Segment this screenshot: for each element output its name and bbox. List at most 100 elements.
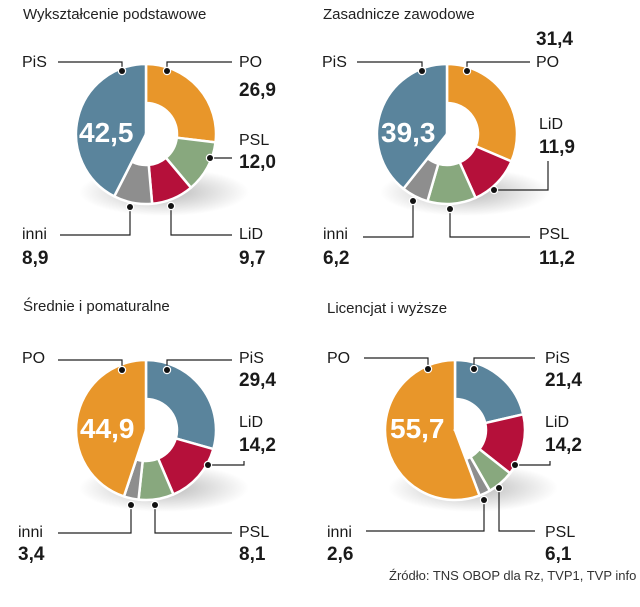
- chart-4-dot-inni: [481, 497, 487, 503]
- chart-2-leader-inni: [363, 201, 414, 238]
- chart-3-leader-po: [58, 359, 123, 370]
- chart-4-label-inni: inni: [327, 524, 352, 541]
- chart-1-dot-ring-po: [162, 66, 172, 76]
- chart-4-dot-ring-po: [423, 364, 433, 374]
- chart-1-label-psl: PSL: [239, 132, 270, 149]
- chart-2-dot-ring-pis: [417, 66, 427, 76]
- chart-3-dot-pis: [164, 367, 170, 373]
- chart-4-value-inni: 2,6: [327, 544, 354, 565]
- chart-3-label-inni: inni: [18, 524, 43, 541]
- chart-4-dot-lid: [512, 462, 518, 468]
- chart-3-dot-ring-psl: [150, 500, 160, 510]
- chart-2-dot-ring-psl: [445, 204, 455, 214]
- chart-4-slice-inni: [464, 455, 492, 497]
- source-note: Źródło: TNS OBOP dla Rz, TVP1, TVP info: [389, 568, 637, 583]
- chart-1-dot-psl: [207, 155, 213, 161]
- chart-2-dot-po: [464, 68, 470, 74]
- chart-2-dot-ring-lid: [489, 185, 499, 195]
- chart-1-dot-inni: [127, 204, 133, 210]
- chart-3-leader-inni: [58, 505, 132, 534]
- chart-2-slice-po: [445, 62, 519, 163]
- chart-1-slice-lid: [147, 156, 193, 205]
- chart-3-label-po: PO: [22, 350, 46, 367]
- chart-2-dot-ring-inni: [408, 196, 418, 206]
- chart-1-dot-ring-lid: [166, 201, 176, 211]
- chart-4-slice-psl: [469, 447, 512, 492]
- chart-3-slice-pis: [144, 358, 218, 451]
- chart-1-label-lid: LiD: [239, 226, 264, 243]
- chart-3-dot-ring-inni: [126, 500, 136, 510]
- chart-2-dot-psl: [447, 206, 453, 212]
- chart-4-label-po: PO: [327, 350, 351, 367]
- chart-2-dot-pis: [419, 68, 425, 74]
- chart-4-value-lid: 14,2: [545, 435, 582, 456]
- chart-2-value-lid: 11,9: [539, 137, 575, 158]
- chart-1-slice-inni: [112, 160, 154, 206]
- chart-2-title: Zasadnicze zawodowe: [323, 6, 475, 23]
- chart-3-hole: [136, 399, 178, 461]
- chart-2-value-po: 31,4: [536, 29, 573, 50]
- chart-2-slice-lid: [458, 144, 513, 200]
- chart-3-label-lid: LiD: [239, 414, 264, 431]
- chart-2-slice-inni: [402, 157, 440, 203]
- chart-3-slice-psl: [137, 457, 175, 502]
- chart-1-value-psl: 12,0: [239, 152, 276, 173]
- chart-1-value-po: 26,9: [239, 80, 276, 101]
- chart-3-shadow: [79, 464, 249, 512]
- chart-2-label-po: PO: [536, 54, 560, 71]
- chart-2-dot-lid: [491, 187, 497, 193]
- chart-3-value-pis: 29,4: [239, 370, 276, 391]
- chart-1-slice-po: [144, 62, 218, 144]
- chart-2-slice-psl: [426, 161, 477, 206]
- chart-2-dot-inni: [410, 198, 416, 204]
- chart-3-leader-lid: [208, 461, 245, 466]
- chart-1-label-inni: inni: [22, 226, 47, 243]
- chart-3-value-inni: 3,4: [18, 544, 45, 565]
- chart-3-slice-lid: [156, 437, 215, 496]
- chart-3-dot-po: [119, 367, 125, 373]
- chart-4-leader-po: [364, 357, 429, 369]
- chart-4-title: Licencjat i wyższe: [327, 300, 448, 317]
- chart-3-dot-ring-po: [117, 365, 127, 375]
- chart-4-leader-lid: [515, 461, 551, 466]
- chart-2-label-inni: inni: [323, 226, 348, 243]
- chart-1-donut: [58, 61, 249, 236]
- chart-4-dot-ring-pis: [469, 364, 479, 374]
- chart-2-leader-psl: [449, 209, 530, 238]
- chart-1-title: Wykształcenie podstawowe: [23, 6, 207, 23]
- chart-2-dot-ring-po: [462, 66, 472, 76]
- chart-3-value-psl: 8,1: [239, 544, 266, 565]
- chart-4-dot-ring-psl: [494, 483, 504, 493]
- chart-2-big-value: 39,3: [381, 117, 436, 148]
- chart-4-dot-ring-inni: [479, 495, 489, 505]
- chart-1-dot-pis: [119, 68, 125, 74]
- chart-1-leader-inni: [60, 207, 131, 236]
- chart-4-dot-ring-lid: [510, 460, 520, 470]
- chart-4-shadow: [388, 464, 558, 512]
- chart-4-donut: [364, 357, 558, 532]
- chart-4-leader-pis: [473, 357, 535, 369]
- chart-2-label-lid: LiD: [539, 116, 564, 133]
- chart-3-title: Średnie i pomaturalne: [23, 298, 170, 315]
- chart-4-leader-psl: [498, 488, 535, 532]
- chart-3-label-pis: PiS: [239, 350, 264, 367]
- chart-1-leader-lid: [170, 206, 232, 236]
- chart-3-donut: [58, 358, 249, 534]
- chart-2-label-pis: PiS: [322, 54, 347, 71]
- chart-3-label-psl: PSL: [239, 524, 270, 541]
- chart-4-label-pis: PiS: [545, 350, 570, 367]
- chart-3-slice-inni: [122, 458, 144, 501]
- chart-3-dot-inni: [128, 502, 134, 508]
- chart-4-dot-po: [425, 366, 431, 372]
- chart-1-value-inni: 8,9: [22, 248, 49, 269]
- chart-4-value-psl: 6,1: [545, 544, 572, 565]
- chart-4-dot-pis: [471, 366, 477, 372]
- chart-3-dot-lid: [205, 462, 211, 468]
- chart-1-leader-pis: [58, 61, 123, 71]
- chart-1-label-po: PO: [239, 54, 263, 71]
- chart-1-shadow: [79, 168, 249, 216]
- chart-1-leader-po: [166, 61, 232, 71]
- chart-4-label-psl: PSL: [545, 524, 576, 541]
- chart-1-dot-po: [164, 68, 170, 74]
- chart-2-leader-lid: [494, 161, 549, 191]
